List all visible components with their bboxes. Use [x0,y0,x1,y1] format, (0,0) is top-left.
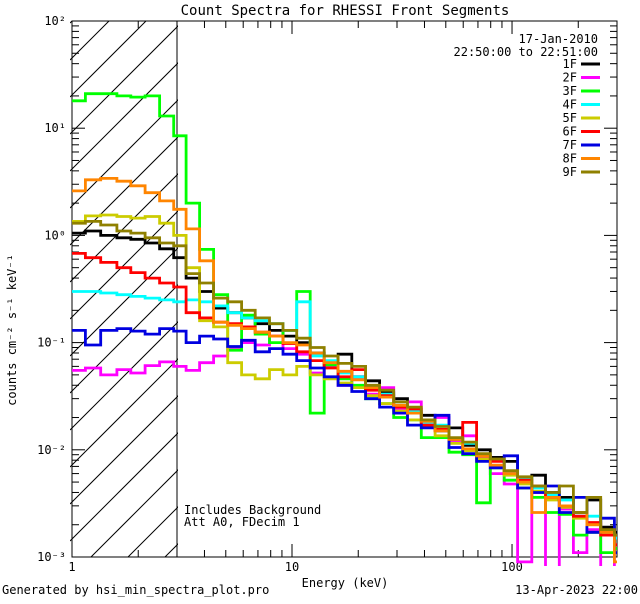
spectrum-curve-3F [72,92,617,554]
hatch-line [70,210,178,320]
observation-time-range: 22:50:00 to 22:51:00 [454,45,599,59]
hatch-line [70,358,178,468]
hatch-line [127,506,178,557]
axis-ticks [71,20,618,558]
spectrum-curve-8F [72,177,617,564]
legend-label-6F: 6F [563,125,577,139]
hatch-line [70,321,178,431]
spectra-curves [72,92,617,566]
x-tick-label: 10 [285,560,299,574]
observation-date: 17-Jan-2010 [519,32,598,46]
y-axis-label: counts cm⁻² s⁻¹ keV⁻¹ [5,254,19,406]
hatch-line [70,395,178,505]
hatch-line [70,247,178,357]
y-tick-label: 10⁻¹ [37,336,66,350]
legend-label-7F: 7F [563,138,577,152]
spectrum-curve-9F [72,220,617,537]
legend-label-9F: 9F [563,165,577,179]
footer-render-timestamp: 13-Apr-2023 22:00 [515,583,638,597]
legend-label-8F: 8F [563,152,577,166]
legend-label-1F: 1F [563,57,577,71]
hatch-line [70,136,178,246]
hatch-line [70,173,178,283]
x-axis-label: Energy (keV) [302,576,389,590]
legend-label-4F: 4F [563,98,577,112]
hatch-line [70,25,178,135]
hatch-line [70,21,147,98]
y-tick-labels: 10² 10¹ 10⁰ 10⁻¹ 10⁻² 10⁻³ [37,14,66,564]
x-tick-labels: 1 10 100 [68,560,522,574]
x-tick-label: 1 [68,560,75,574]
y-tick-label: 10⁰ [44,228,66,242]
hatch-line [70,432,178,542]
plot-frame [71,20,618,558]
y-tick-label: 10² [44,14,66,28]
hatch-line [70,284,178,394]
hatch-line [70,21,110,61]
legend-label-5F: 5F [563,111,577,125]
y-tick-label: 10⁻³ [37,550,66,564]
background-hatch-region [70,21,178,557]
legend-label-2F: 2F [563,71,577,85]
annotation-attenuator-state: Att A0, FDecim 1 [184,515,300,529]
hatch-line [90,469,178,557]
x-tick-label: 100 [501,560,523,574]
legend-label-3F: 3F [563,84,577,98]
page-title: Count Spectra for RHESSI Front Segments [181,3,510,19]
annotation-includes-background: Includes Background [184,503,321,517]
spectrum-curve-4F [72,290,617,540]
y-tick-label: 10¹ [44,121,66,135]
hatch-line [70,62,178,172]
footer-generator-credit: Generated by hsi_min_spectra_plot.pro [2,583,269,597]
y-tick-label: 10⁻² [37,443,66,457]
